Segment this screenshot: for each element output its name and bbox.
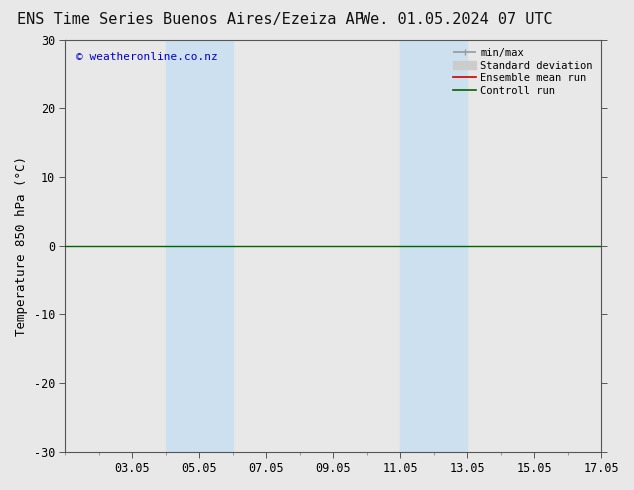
Y-axis label: Temperature 850 hPa (°C): Temperature 850 hPa (°C)	[15, 156, 28, 336]
Legend: min/max, Standard deviation, Ensemble mean run, Controll run: min/max, Standard deviation, Ensemble me…	[450, 45, 596, 99]
Text: We. 01.05.2024 07 UTC: We. 01.05.2024 07 UTC	[361, 12, 552, 27]
Text: ENS Time Series Buenos Aires/Ezeiza AP: ENS Time Series Buenos Aires/Ezeiza AP	[17, 12, 363, 27]
Bar	[400, 40, 467, 452]
Bar	[166, 40, 233, 452]
Text: © weatheronline.co.nz: © weatheronline.co.nz	[76, 52, 218, 62]
